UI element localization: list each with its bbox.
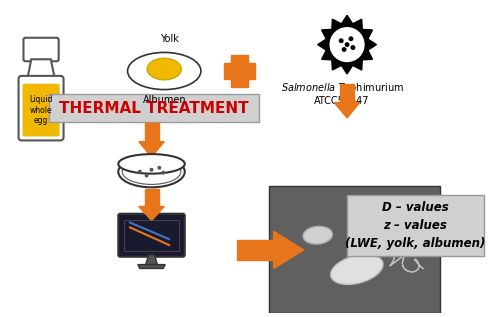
Text: Liquid
whole
egg: Liquid whole egg <box>30 95 52 125</box>
Circle shape <box>150 168 154 172</box>
Polygon shape <box>139 206 164 221</box>
Circle shape <box>138 170 142 174</box>
Circle shape <box>348 36 354 41</box>
FancyBboxPatch shape <box>18 76 64 140</box>
Polygon shape <box>144 189 158 206</box>
Ellipse shape <box>147 58 182 80</box>
Circle shape <box>144 174 148 178</box>
Ellipse shape <box>122 159 181 184</box>
Ellipse shape <box>366 238 387 252</box>
Circle shape <box>162 171 165 175</box>
Circle shape <box>342 47 346 52</box>
Circle shape <box>330 27 364 62</box>
Ellipse shape <box>118 154 185 174</box>
Text: THERMAL TREATMENT: THERMAL TREATMENT <box>59 101 249 116</box>
FancyBboxPatch shape <box>24 38 58 61</box>
Ellipse shape <box>303 226 332 244</box>
Polygon shape <box>318 15 376 74</box>
Polygon shape <box>231 55 248 87</box>
Circle shape <box>350 45 356 50</box>
Ellipse shape <box>330 255 383 284</box>
Polygon shape <box>224 62 255 80</box>
Polygon shape <box>340 84 354 102</box>
Polygon shape <box>28 59 54 79</box>
Polygon shape <box>146 255 158 265</box>
Text: Albumen: Albumen <box>142 95 186 106</box>
Polygon shape <box>144 123 158 142</box>
Circle shape <box>338 38 344 43</box>
FancyBboxPatch shape <box>22 84 60 137</box>
Text: $\it{Salmonella}$ Typhimurium
ATCC53647: $\it{Salmonella}$ Typhimurium ATCC53647 <box>280 81 404 107</box>
Circle shape <box>158 166 162 170</box>
Polygon shape <box>237 240 274 260</box>
FancyBboxPatch shape <box>49 94 259 122</box>
Polygon shape <box>334 102 360 118</box>
Circle shape <box>344 42 350 47</box>
Polygon shape <box>138 265 165 268</box>
Ellipse shape <box>118 156 185 187</box>
Polygon shape <box>139 142 164 157</box>
FancyBboxPatch shape <box>118 214 185 257</box>
Text: D – values
z – values
(LWE, yolk, albumen): D – values z – values (LWE, yolk, albume… <box>346 201 486 250</box>
Text: Yolk: Yolk <box>160 34 178 44</box>
Polygon shape <box>274 231 304 268</box>
Ellipse shape <box>128 52 201 90</box>
FancyBboxPatch shape <box>347 195 484 256</box>
FancyBboxPatch shape <box>269 186 440 314</box>
